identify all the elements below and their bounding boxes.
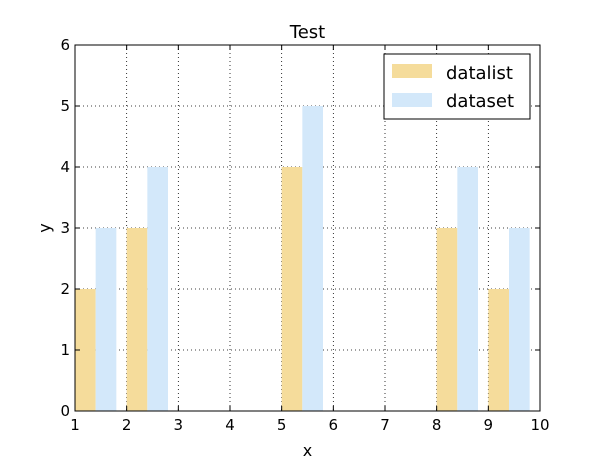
x-tick-label: 9 — [484, 416, 494, 434]
x-tick-label: 5 — [277, 416, 287, 434]
x-tick-label: 6 — [329, 416, 339, 434]
bar-dataset-3 — [457, 167, 478, 411]
legend-label-dataset: dataset — [446, 91, 514, 112]
bar-datalist-0 — [75, 289, 96, 411]
y-tick-label: 0 — [60, 402, 70, 420]
bar-dataset-2 — [302, 106, 323, 411]
x-tick-label: 2 — [122, 416, 132, 434]
x-tick-label: 8 — [432, 416, 442, 434]
y-tick-label: 2 — [60, 280, 70, 298]
chart-title: Test — [289, 22, 325, 43]
y-tick-label: 6 — [60, 36, 70, 54]
x-tick-label: 7 — [380, 416, 390, 434]
y-tick-label: 3 — [60, 219, 70, 237]
y-axis-label: y — [35, 223, 54, 232]
bar-dataset-1 — [147, 167, 168, 411]
bar-datalist-4 — [488, 289, 509, 411]
legend-label-datalist: datalist — [446, 63, 513, 84]
legend-swatch-datalist — [392, 64, 432, 78]
bar-dataset-4 — [509, 228, 530, 411]
ticks — [74, 44, 541, 412]
legend-swatch-dataset — [392, 93, 432, 107]
bar-datalist-2 — [281, 167, 303, 411]
bar-datalist-1 — [126, 228, 148, 411]
y-tick-label: 1 — [60, 341, 70, 359]
bar-datalist-3 — [436, 228, 458, 411]
x-tick-label: 3 — [174, 416, 184, 434]
x-tick-label: 4 — [225, 416, 235, 434]
legend: datalist dataset — [383, 53, 531, 120]
x-axis-label: x — [303, 441, 312, 457]
y-tick-label: 5 — [60, 97, 70, 115]
bars — [75, 106, 530, 411]
x-tick-label: 10 — [530, 416, 549, 434]
bar-dataset-0 — [95, 228, 117, 411]
y-tick-label: 4 — [60, 158, 70, 176]
x-tick-label: 1 — [70, 416, 80, 434]
